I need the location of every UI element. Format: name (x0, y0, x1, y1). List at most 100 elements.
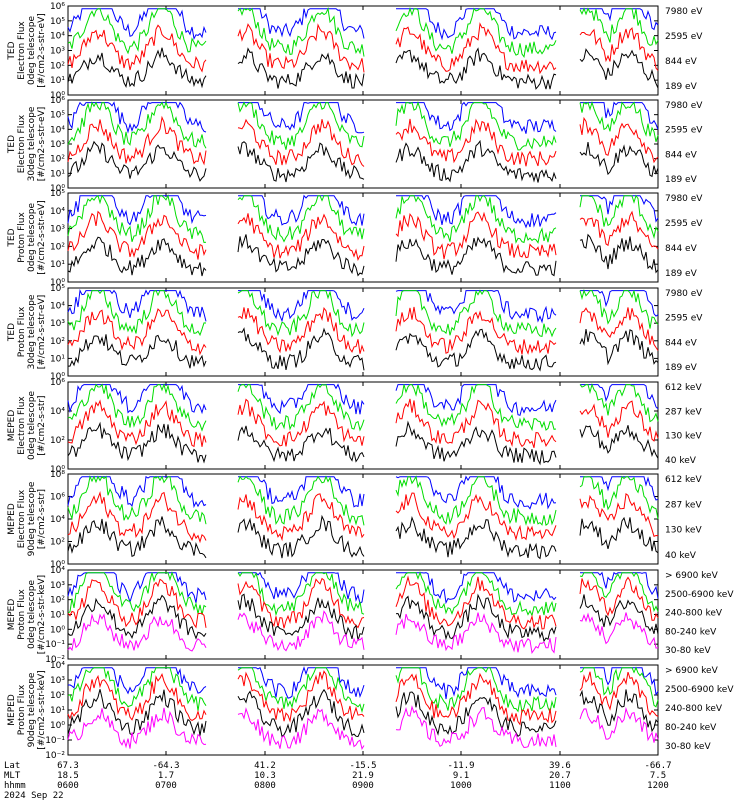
y-tick-label: 10¹ (50, 260, 65, 270)
flux-panel: 10⁴ 10³ 10² 10¹ 10⁰ 10⁻¹ 10⁻² MEPED Proton Flux 9… (7, 661, 734, 761)
series-trace (67, 233, 659, 277)
flux-panel: 10⁶ 10⁴ 10² 10⁰ MEPED Electron Flux 0deg teles… (7, 378, 702, 475)
series-trace (67, 8, 659, 41)
legend-label: 240-800 keV (665, 704, 723, 714)
legend-label: 80-240 keV (665, 723, 717, 733)
series-trace (67, 475, 659, 510)
legend-label: 40 keV (665, 551, 697, 561)
legend-label: 189 eV (665, 363, 698, 373)
legend-label: 287 keV (665, 500, 702, 510)
series-trace (67, 288, 659, 338)
y-axis-label: [#/cm2-s-str] (37, 489, 47, 549)
flux-panel: 10⁸ 10⁶ 10⁴ 10² 10⁰ MEPED Electron Flux 90deg t… (7, 470, 702, 570)
flux-panel: 10⁵ 10⁴ 10³ 10² 10¹ 10⁰ TED Proton Flux 0deg tel… (7, 189, 703, 288)
series-trace (67, 101, 659, 134)
axis-row-value: -66.7 (644, 761, 671, 771)
axis-row-value: 10.3 (254, 771, 276, 781)
series-trace (67, 288, 659, 324)
y-axis-label: Proton Flux (17, 306, 27, 357)
legend-label: 612 keV (665, 383, 702, 393)
axis-row-value: -15.5 (349, 761, 376, 771)
y-axis-label: [#/cm2-s-str-eV] (37, 295, 47, 370)
legend-label: 30-80 keV (665, 646, 711, 656)
y-axis-label: 90deg telescope (27, 672, 37, 747)
y-axis-label: TED (7, 135, 17, 154)
flux-panel: 10⁵ 10⁴ 10³ 10² 10¹ 10⁰ TED Proton Flux 30deg te… (7, 284, 703, 382)
y-axis-label: Electron Flux (17, 396, 27, 455)
series-trace (67, 210, 659, 261)
series-trace (67, 382, 659, 432)
legend-label: 844 eV (665, 57, 698, 67)
series-trace (67, 571, 659, 605)
y-axis-label: 30deg telescope (27, 106, 37, 181)
y-tick-label: 10² (50, 596, 65, 606)
y-tick-label: 10² (50, 436, 65, 446)
y-axis-label: [#/cm2-s-str-eV] (37, 13, 47, 88)
y-tick-label: 10² (50, 242, 65, 252)
series-trace (67, 670, 659, 726)
y-axis-label: 0deg telescope (27, 391, 37, 461)
series-trace (67, 194, 659, 229)
y-tick-label: 10¹ (50, 354, 65, 364)
series-trace (67, 491, 659, 544)
series-trace (67, 666, 659, 700)
legend-label: 2595 eV (665, 219, 703, 229)
y-tick-label: 10³ (50, 47, 65, 57)
legend-label: > 6900 keV (665, 666, 719, 676)
legend-label: 189 eV (665, 82, 698, 92)
y-tick-label: 10⁶ (50, 493, 65, 503)
y-tick-label: 10² (50, 691, 65, 701)
axis-row-value: 0800 (254, 781, 276, 791)
series-trace (67, 115, 659, 167)
axis-row-value: -11.9 (447, 761, 474, 771)
flux-panel: 10⁶ 10⁵ 10⁴ 10³ 10² 10¹ 10⁰ TED Electron Flux 30d… (7, 96, 703, 194)
legend-label: 130 keV (665, 432, 702, 442)
legend-label: 240-800 keV (665, 609, 723, 619)
y-tick-label: 10² (50, 155, 65, 165)
y-tick-label: 10¹ (50, 706, 65, 716)
y-tick-label: 10⁴ (50, 407, 65, 417)
y-axis-label: MEPED (7, 410, 17, 442)
y-tick-label: 10¹ (50, 611, 65, 621)
y-axis-label: 0deg telescope (27, 580, 37, 650)
series-trace (68, 327, 659, 372)
y-tick-label: 10¹ (50, 76, 65, 86)
date-label: 2024 Sep 22 (4, 791, 64, 800)
y-axis-label: Electron Flux (17, 489, 27, 548)
y-tick-label: 10⁰ (50, 372, 65, 382)
y-tick-label: 10⁴ (50, 32, 65, 42)
flux-panel: 10⁶ 10⁵ 10⁴ 10³ 10² 10¹ 10⁰ TED Electron Flux 0de… (7, 2, 703, 101)
legend-label: 844 eV (665, 244, 698, 254)
legend-label: 7980 eV (665, 194, 703, 204)
y-tick-label: 10⁰ (50, 184, 65, 194)
series-trace (67, 610, 659, 654)
legend-label: 30-80 keV (665, 742, 711, 752)
legend-label: 287 keV (665, 407, 702, 417)
y-axis-label: MEPED (7, 694, 17, 726)
axis-row-value: 0600 (57, 781, 79, 791)
panel-frame (67, 381, 659, 470)
y-tick-label: 10⁶ (50, 2, 65, 12)
series-trace (67, 593, 659, 643)
axis-row-value: 1100 (549, 781, 571, 791)
y-tick-label: 10² (50, 337, 65, 347)
legend-label: 844 eV (665, 150, 698, 160)
series-trace (67, 666, 659, 714)
y-tick-label: 10⁴ (50, 125, 65, 135)
y-tick-label: 10⁻¹ (45, 640, 65, 650)
axis-row-name: hhmm (4, 781, 26, 791)
y-tick-label: 10³ (50, 319, 65, 329)
legend-label: 7980 eV (665, 289, 703, 299)
y-tick-label: 10⁻² (45, 751, 65, 761)
legend-label: 612 keV (665, 475, 702, 485)
y-tick-label: 10⁴ (50, 566, 65, 576)
y-tick-label: 10⁻² (45, 655, 65, 665)
axis-row-value: 41.2 (254, 761, 276, 771)
y-axis-label: Proton Flux (17, 684, 27, 735)
y-axis-label: 0deg telescope (27, 16, 37, 86)
series-trace (67, 575, 659, 630)
legend-label: 40 keV (665, 456, 697, 466)
axis-row-value: -64.3 (152, 761, 179, 771)
y-axis-label: TED (7, 323, 17, 342)
